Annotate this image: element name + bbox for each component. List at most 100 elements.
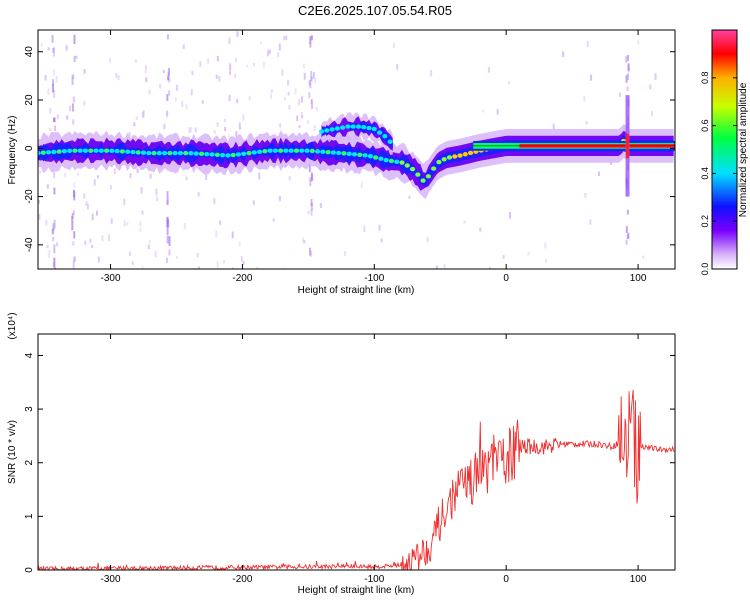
snr-panel: -300 -200 -100 0 100 0 1 2 3 4 Height of straight… <box>7 312 676 596</box>
x-tick-label: 100 <box>630 273 647 284</box>
snr-ylabel: SNR (10 * v/v) <box>7 420 18 484</box>
noise-speck <box>141 210 144 215</box>
snr-xlabel: Height of straight line (km) <box>298 585 415 596</box>
noise-speck <box>39 170 42 174</box>
noise-speck <box>240 256 243 262</box>
noise-speck <box>642 255 645 259</box>
noise-speck <box>52 69 55 76</box>
noise-speck <box>294 88 297 95</box>
trace-dot <box>415 172 421 177</box>
noise-speck <box>544 242 547 249</box>
noise-speck <box>162 69 165 74</box>
noise-speck <box>115 72 118 78</box>
trace-dot <box>457 153 463 158</box>
trace-dot <box>45 150 52 155</box>
trace-dot <box>188 151 194 156</box>
noise-speck <box>552 123 555 130</box>
streak-speck <box>310 198 313 206</box>
noise-speck <box>74 256 77 262</box>
noise-speck <box>213 198 216 205</box>
streak-speck <box>626 234 629 239</box>
trace-dot <box>293 148 300 153</box>
noise-speck <box>166 111 169 115</box>
y-tick-label: 0 <box>24 145 35 151</box>
noise-speck <box>562 51 565 58</box>
x-tick-label: 0 <box>503 574 509 585</box>
noise-speck <box>73 182 76 188</box>
trace-dot-upper <box>382 134 388 139</box>
y-tick-label: 3 <box>24 406 35 412</box>
spectrogram-ylabel: Frequency (Hz) <box>7 116 18 185</box>
streak-speck <box>73 256 76 262</box>
trace-dot <box>304 148 310 153</box>
colorbar-tick-label: 0.8 <box>700 72 710 85</box>
noise-speck <box>136 168 139 174</box>
trace-dot-upper <box>345 124 351 129</box>
streak-speck <box>166 225 169 235</box>
noise-speck <box>319 202 322 209</box>
noise-speck <box>175 255 178 260</box>
noise-speck <box>97 256 100 263</box>
noise-speck <box>64 172 67 178</box>
noise-speck <box>293 268 296 269</box>
noise-speck <box>155 188 158 196</box>
streak-speck <box>310 70 313 76</box>
streak-speck <box>309 247 312 256</box>
noise-speck <box>144 68 147 74</box>
trace-dot-upper <box>318 129 325 134</box>
trace-dot <box>114 148 120 154</box>
trace-dot-upper <box>376 130 383 135</box>
noise-speck <box>301 96 304 103</box>
trace-dot <box>225 153 231 158</box>
streak-speck <box>311 103 314 110</box>
noise-speck <box>141 265 144 269</box>
noise-speck <box>95 210 98 216</box>
noise-speck <box>91 213 94 221</box>
streak-speck <box>310 99 313 104</box>
streak-speck <box>309 80 312 89</box>
x-tick-label: -200 <box>232 574 252 585</box>
noise-speck <box>262 61 265 68</box>
streak-speck <box>52 83 55 93</box>
streak-speck <box>625 226 628 234</box>
streak-speck <box>167 67 170 77</box>
streak-speck <box>309 177 312 187</box>
streak-speck <box>626 54 629 62</box>
x-tick-label: -100 <box>364 574 384 585</box>
noise-speck <box>314 78 317 83</box>
noise-speck <box>83 69 86 74</box>
streak-speck <box>168 236 171 246</box>
trace-dot <box>38 150 41 156</box>
noise-speck <box>166 257 169 263</box>
noise-speck <box>129 173 132 179</box>
noise-speck <box>242 114 245 121</box>
trace-dot <box>378 156 384 161</box>
noise-speck <box>307 210 310 215</box>
noise-speck <box>156 196 159 201</box>
trace-dot <box>72 148 78 153</box>
noise-speck <box>256 266 259 269</box>
noise-speck <box>363 225 366 233</box>
trace-dot <box>61 148 67 154</box>
noise-speck <box>183 222 186 230</box>
trace-dot <box>214 152 220 158</box>
trace-dot <box>373 155 379 160</box>
noise-speck <box>408 195 411 199</box>
trace-dot <box>341 151 347 156</box>
noise-speck <box>182 44 185 50</box>
noise-speck <box>246 64 249 68</box>
streak-speck <box>72 260 75 269</box>
trace-dot <box>283 148 289 153</box>
noise-speck <box>302 63 305 69</box>
noise-speck <box>231 231 234 239</box>
noise-speck <box>229 63 232 70</box>
streak-speck <box>52 237 55 242</box>
trace-dot <box>177 150 184 156</box>
streak-speck <box>310 172 313 182</box>
streak-speck <box>72 73 75 79</box>
noise-speck <box>109 58 112 63</box>
noise-speck <box>288 104 291 110</box>
noise-speck <box>197 266 200 269</box>
noise-speck <box>508 80 511 85</box>
